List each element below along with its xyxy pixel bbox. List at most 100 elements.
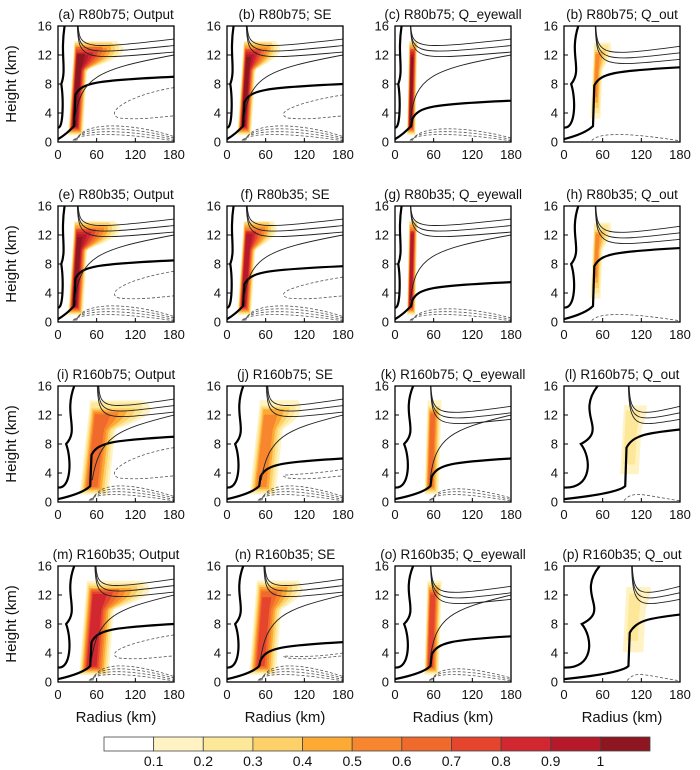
panel-title: (g) R80b35; Q_eyewall: [384, 187, 522, 202]
panel-R160b35-Q_out: 0 60 120 180 0 4 8 12 16 (p) R160b35; Q_out: [544, 547, 691, 702]
contour-positive: [430, 566, 511, 599]
x-tick-label: 0: [223, 327, 230, 342]
y-tick-label: 8: [45, 437, 52, 452]
panel-R80b75-Output: 0 60 120 180 0 4 8 12 16 (a) R80b75; Output: [38, 7, 185, 162]
plot-frame: [563, 205, 681, 323]
y-tick-label: 4: [382, 106, 389, 121]
x-tick-label: 0: [560, 687, 567, 702]
contour-negative-mid: [283, 652, 343, 660]
y-tick-label: 16: [38, 199, 52, 214]
colorbar-tick-label: 0.3: [243, 753, 263, 769]
x-tick-label: 120: [630, 687, 652, 702]
y-tick-label: 8: [382, 437, 389, 452]
contour-negative: [241, 314, 343, 322]
colorbar-tick-label: 0.2: [194, 753, 214, 769]
x-tick-label: 60: [89, 147, 103, 162]
y-tick-label: 16: [207, 379, 221, 394]
x-tick-label: 180: [500, 147, 522, 162]
y-axis-label: Height (km): [3, 225, 20, 303]
y-tick-label: 16: [375, 19, 389, 34]
contour-positive: [260, 414, 343, 481]
panel-title: (c) R80b75; Q_eyewall: [384, 7, 521, 22]
y-tick-label: 8: [551, 437, 558, 452]
colorbar-swatch: [401, 736, 452, 752]
x-tick-label: 60: [89, 327, 103, 342]
x-tick-label: 120: [124, 327, 146, 342]
x-tick-label: 60: [258, 507, 272, 522]
contour-positive: [77, 26, 174, 52]
contour-positive: [627, 386, 680, 425]
x-tick-label: 120: [124, 147, 146, 162]
contour-negative: [92, 485, 174, 501]
colorbar-swatch: [451, 736, 502, 752]
y-tick-label: 8: [551, 257, 558, 272]
y-tick-label: 4: [214, 466, 221, 481]
y-tick-label: 8: [45, 257, 52, 272]
shade-level-0.7: [427, 594, 436, 667]
contour-negative: [91, 488, 174, 501]
contour-zero-main: [564, 428, 680, 501]
contour-positive: [430, 386, 511, 413]
contour-negative-mid: [283, 468, 343, 480]
y-tick-label: 4: [214, 286, 221, 301]
shade-level-0.6: [86, 414, 111, 487]
contour-negative: [409, 134, 511, 142]
y-tick-label: 4: [382, 286, 389, 301]
contour-positive: [263, 566, 343, 592]
contour-positive: [595, 26, 680, 59]
shade-level-0.9: [409, 233, 414, 307]
contour-negative-mid: [283, 276, 343, 300]
contour-negative: [431, 668, 511, 681]
x-tick-label: 60: [89, 687, 103, 702]
contour-positive: [243, 54, 343, 121]
shade-level-0.7: [256, 597, 272, 666]
y-tick-label: 16: [38, 559, 52, 574]
contour-positive: [410, 26, 511, 52]
y-tick-label: 12: [38, 588, 52, 603]
y-tick-label: 0: [551, 315, 558, 330]
y-axis-label: Height (km): [3, 585, 20, 663]
y-tick-label: 12: [544, 588, 558, 603]
contour-zero-eye: [58, 386, 76, 489]
panel-title: (p) R160b35; Q_out: [562, 547, 682, 562]
contour-zero-main: [564, 613, 680, 681]
contour-positive: [76, 206, 174, 238]
contour-positive: [429, 414, 511, 481]
y-tick-label: 16: [544, 19, 558, 34]
y-tick-label: 8: [551, 77, 558, 92]
contour-positive: [98, 386, 174, 406]
plot-area: [564, 26, 680, 142]
contour-zero-eye: [395, 206, 403, 309]
plot-frame: [394, 565, 512, 683]
contour-positive: [631, 566, 680, 605]
panel-title: (e) R80b35; Output: [58, 187, 174, 202]
contour-positive: [410, 206, 511, 226]
plot-area: [395, 26, 511, 142]
panel-R80b35-Q_out: 0 60 120 180 0 4 8 12 16 (h) R80b35; Q_out: [544, 187, 691, 342]
contour-zero-eye: [395, 26, 403, 129]
y-tick-label: 8: [382, 617, 389, 632]
plot-area: [564, 206, 680, 322]
contour-positive: [594, 26, 680, 65]
contour-positive: [595, 26, 680, 53]
contour-positive: [95, 566, 174, 586]
y-tick-label: 12: [38, 48, 52, 63]
plot-area: [395, 566, 511, 682]
contour-negative: [591, 314, 680, 322]
y-tick-label: 12: [38, 408, 52, 423]
contour-positive: [410, 54, 511, 121]
contour-positive: [263, 566, 343, 598]
y-tick-label: 4: [382, 646, 389, 661]
y-tick-label: 0: [45, 675, 52, 690]
colorbar-tick-label: 0.1: [144, 753, 164, 769]
y-tick-label: 8: [214, 257, 221, 272]
y-tick-label: 4: [382, 466, 389, 481]
contour-zero-main: [58, 622, 174, 681]
colorbar-tick-label: 0.9: [541, 753, 561, 769]
contour-negative-mid: [114, 634, 174, 660]
x-tick-label: 120: [293, 507, 315, 522]
colorbar-swatch: [351, 736, 403, 752]
contour-zero-eye: [58, 566, 76, 669]
contour-negative: [260, 668, 343, 681]
